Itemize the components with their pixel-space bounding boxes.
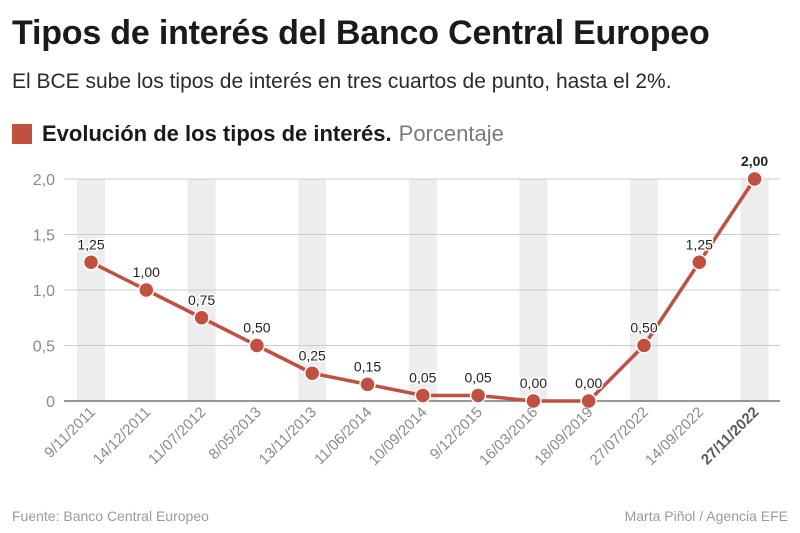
data-point bbox=[580, 392, 597, 410]
data-label: 0,50 bbox=[630, 320, 657, 336]
data-point bbox=[525, 392, 542, 410]
data-label: 0,25 bbox=[299, 347, 326, 363]
data-label: 2,00 bbox=[741, 153, 768, 169]
legend-label: Evolución de los tipos de interés. bbox=[42, 121, 392, 146]
data-point bbox=[359, 376, 376, 393]
x-tick-label: 16/03/2016 bbox=[476, 404, 541, 469]
x-tick-label: 18/09/2019 bbox=[531, 404, 596, 469]
data-label: 0,75 bbox=[188, 292, 215, 308]
x-tick-label: 14/12/2011 bbox=[90, 404, 154, 468]
data-point bbox=[193, 309, 210, 326]
data-label: 0,05 bbox=[409, 369, 436, 385]
source-note: Fuente: Banco Central Europeo bbox=[12, 508, 209, 524]
data-label: 0,00 bbox=[520, 375, 547, 391]
y-tick-label: 2,0 bbox=[33, 172, 55, 189]
credit-note: Marta Piñol / Agencia EFE bbox=[624, 508, 788, 524]
y-tick-label: 0,5 bbox=[33, 339, 55, 356]
data-point bbox=[746, 170, 763, 188]
data-point bbox=[138, 281, 155, 299]
data-label: 0,15 bbox=[354, 358, 381, 374]
data-label: 0,05 bbox=[464, 369, 491, 385]
x-tick-label: 9/11/2011 bbox=[41, 404, 99, 462]
data-point bbox=[635, 337, 653, 354]
y-tick-label: 1,5 bbox=[33, 228, 55, 245]
data-label: 1,25 bbox=[686, 236, 713, 252]
data-point bbox=[248, 337, 266, 354]
x-tick-label: 14/09/2022 bbox=[642, 404, 707, 469]
data-label: 1,00 bbox=[133, 264, 160, 280]
data-point bbox=[303, 365, 321, 382]
data-label: 1,25 bbox=[77, 236, 104, 252]
x-tick-label: 10/09/2014 bbox=[366, 404, 431, 469]
data-label: 0,50 bbox=[243, 320, 270, 336]
data-point bbox=[414, 387, 432, 404]
legend: Evolución de los tipos de interés. Porce… bbox=[12, 121, 504, 147]
x-tick-label: 27/07/2022 bbox=[587, 404, 652, 469]
x-tick-label: 9/12/2015 bbox=[427, 404, 486, 463]
data-point bbox=[469, 387, 487, 404]
y-tick-label: 1,0 bbox=[33, 283, 55, 300]
x-tick-label: 27/11/2022 bbox=[698, 404, 763, 469]
data-point bbox=[82, 254, 100, 271]
data-label: 0,00 bbox=[575, 375, 602, 391]
legend-swatch bbox=[12, 124, 32, 144]
data-point bbox=[691, 254, 708, 271]
x-tick-label: 13/11/2013 bbox=[256, 404, 320, 468]
legend-unit: Porcentaje bbox=[398, 121, 504, 146]
x-tick-label: 11/07/2012 bbox=[145, 404, 209, 468]
chart-title: Tipos de interés del Banco Central Europ… bbox=[12, 14, 710, 52]
x-tick-label: 8/05/2013 bbox=[206, 404, 265, 463]
x-tick-label: 11/06/2014 bbox=[311, 404, 375, 468]
chart-subtitle: El BCE sube los tipos de interés en tres… bbox=[12, 70, 672, 93]
y-tick-label: 0 bbox=[46, 394, 55, 411]
